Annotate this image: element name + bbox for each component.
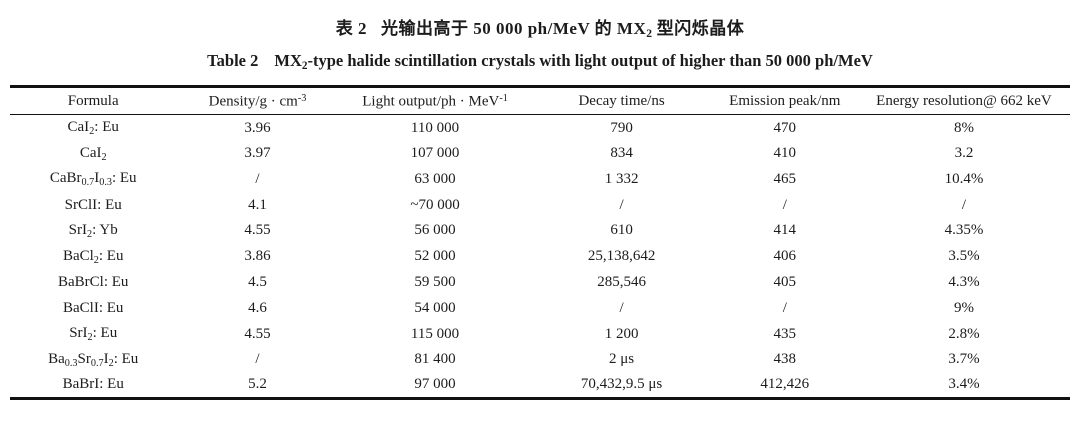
table-cell: 4.55: [244, 325, 271, 342]
table-cell: 834: [610, 145, 633, 162]
table-cell: 3.7%: [948, 351, 980, 368]
table-cell: 285,546: [597, 274, 646, 291]
table-cell: 406: [773, 248, 797, 265]
table-cell: 3.5%: [948, 248, 980, 265]
table-cell: BaBrCl: Eu: [57, 274, 129, 291]
table-row: CaBr0.7I0.3: Eu / 63 000 1 332 465 10.4%: [10, 166, 1070, 192]
table-row: BaBrI: Eu 5.2 97 000 70,432,9.5 μs 412,426 3.…: [10, 373, 1070, 399]
table-cell: 412,426: [760, 376, 810, 393]
table-cell: 54 000: [414, 299, 456, 316]
table-cell: ~70 000: [410, 196, 460, 213]
table-cell: 414: [773, 222, 797, 239]
table-row: BaCl2: Eu 3.86 52 000 25,138,642 406 3.5%: [10, 244, 1070, 270]
table-cell: 4.5: [248, 274, 267, 291]
table-number-zh: 表 2: [335, 19, 367, 38]
column-header-emission-peak: Emission peak/nm: [729, 92, 841, 109]
table-cell: 63 000: [414, 170, 456, 187]
table-cell: 8%: [953, 119, 974, 136]
table-cell: 435: [773, 325, 797, 342]
table-cell: 115 000: [410, 325, 460, 342]
table-cell: 405: [773, 274, 797, 291]
table-cell: Ba0.3Sr0.7I2: Eu: [48, 351, 139, 369]
table-row: BaBrCl: Eu 4.5 59 500 285,546 405 4.3%: [10, 270, 1070, 296]
table-cell: 107 000: [410, 145, 460, 162]
table-cell: 25,138,642: [587, 248, 656, 265]
table-caption-en-text: MX2-type halide scintillation crystals w…: [274, 51, 873, 73]
table-cell: CaI2: [79, 144, 107, 163]
table-row: Ba0.3Sr0.7I2: Eu / 81 400 2 μs 438 3.7%: [10, 347, 1070, 373]
table-cell: 3.86: [244, 248, 271, 265]
table-cell: 56 000: [414, 222, 456, 239]
table-cell: CaBr0.7I0.3: Eu: [49, 170, 137, 189]
table-cell: 1 332: [604, 170, 639, 187]
table-cell: SrI2: Eu: [69, 325, 118, 344]
table-cell: 9%: [953, 299, 974, 316]
table-cell: SrClI: Eu: [64, 196, 122, 213]
table-cell: 59 500: [414, 274, 456, 291]
table-cell: 2.8%: [948, 325, 980, 342]
table-cell: /: [619, 196, 624, 213]
table-cell: 81 400: [414, 351, 456, 368]
table-cell: 470: [773, 119, 797, 136]
column-header-density: Density/g · cm-3: [208, 92, 307, 110]
table-cell: 5.2: [248, 376, 267, 393]
table-row: SrClI: Eu 4.1 ~70 000 / / /: [10, 192, 1070, 218]
table-cell: /: [961, 196, 967, 213]
table-caption-zh-text: 光输出高于 50 000 ph/MeV 的 MX2 型闪烁晶体: [380, 19, 745, 41]
table-row: CaI2 3.97 107 000 834 410 3.2: [10, 141, 1070, 167]
table-cell: 3.2: [954, 145, 974, 162]
table-row: CaI2: Eu 3.96 110 000 790 470 8%: [10, 115, 1070, 141]
table-number-en: Table 2: [207, 51, 259, 71]
column-header-energy-resolution: Energy resolution@ 662 keV: [876, 92, 1052, 109]
table-cell: 410: [773, 145, 797, 162]
table-cell: 790: [610, 119, 633, 136]
table-cell: 52 000: [414, 248, 456, 265]
table-body: CaI2: Eu 3.96 110 000 790 470 8% CaI2 3.97 107 0…: [10, 115, 1070, 399]
table-cell: /: [782, 196, 787, 213]
table-row: BaClI: Eu 4.6 54 000 / / 9%: [10, 295, 1070, 321]
table-cell: 4.1: [248, 196, 267, 213]
table-row: SrI2: Yb 4.55 56 000 610 414 4.35%: [10, 218, 1070, 244]
column-header-formula: Formula: [67, 92, 119, 109]
table-cell: /: [619, 299, 624, 316]
table-cell: SrI2: Yb: [68, 222, 118, 240]
table-cell: /: [255, 351, 260, 368]
table-cell: BaBrI: Eu: [62, 376, 124, 393]
table-cell: 3.96: [244, 119, 271, 136]
table-cell: 4.35%: [944, 222, 984, 239]
table-cell: 4.3%: [948, 274, 980, 291]
table-cell: /: [782, 299, 787, 316]
table-cell: 3.4%: [948, 376, 980, 393]
table-cell: 97 000: [414, 376, 456, 393]
table-cell: 3.97: [244, 145, 271, 162]
table-cell: CaI2: Eu: [67, 119, 119, 137]
table-cell: 1 200: [604, 325, 639, 342]
column-header-decay-time: Decay time/ns: [578, 92, 665, 109]
table-cell: BaCl2: Eu: [62, 247, 124, 266]
table-cell: 2 μs: [609, 351, 635, 368]
column-header-light-output: Light output/ph · MeV-1: [362, 92, 508, 110]
table-cell: 4.55: [244, 222, 271, 239]
table-cell: 465: [773, 170, 797, 187]
table-caption-en: Table 2 MX2-type halide scintillation cry…: [0, 51, 1080, 72]
table-caption-zh: 表 2 光输出高于 50 000 ph/MeV 的 MX2 型闪烁晶体: [0, 14, 1080, 40]
table-cell: /: [255, 170, 260, 187]
header-row: Formula Density/g · cm-3 Light output/ph…: [10, 87, 1070, 115]
table-cell: BaClI: Eu: [62, 299, 124, 316]
table-cell: 10.4%: [944, 170, 984, 187]
table-cell: 438: [773, 351, 797, 368]
table-cell: 4.6: [248, 299, 267, 316]
table-cell: 610: [610, 222, 633, 239]
scintillation-crystals-table: Formula Density/g · cm-3 Light output/ph…: [10, 85, 1070, 401]
table-header: Formula Density/g · cm-3 Light output/ph…: [10, 87, 1070, 115]
table-cell: 70,432,9.5 μs: [580, 376, 663, 393]
table-cell: 110 000: [410, 119, 460, 136]
table-row: SrI2: Eu 4.55 115 000 1 200 435 2.8%: [10, 321, 1070, 347]
